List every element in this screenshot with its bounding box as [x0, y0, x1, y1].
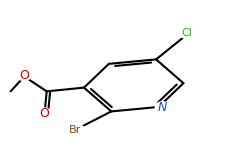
Ellipse shape — [66, 124, 85, 136]
Ellipse shape — [178, 27, 196, 38]
Text: O: O — [39, 107, 49, 120]
Text: Cl: Cl — [182, 28, 192, 38]
Text: O: O — [20, 69, 29, 81]
Ellipse shape — [17, 69, 31, 81]
Ellipse shape — [37, 108, 51, 119]
Ellipse shape — [155, 102, 169, 114]
Text: Br: Br — [69, 125, 82, 135]
Text: N: N — [158, 101, 167, 114]
